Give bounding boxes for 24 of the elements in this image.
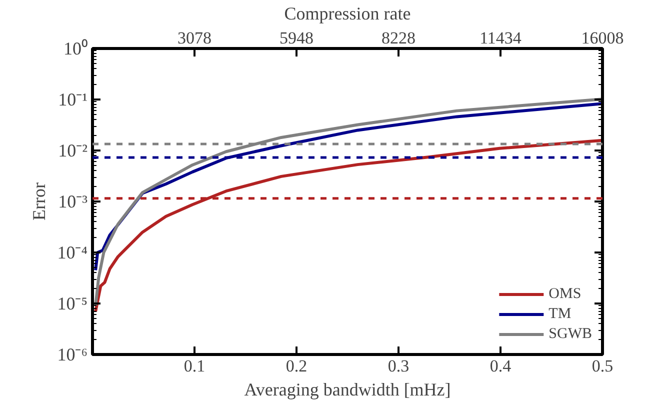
- y-tick-label: 10⁻⁵: [57, 294, 88, 314]
- text: 3078: [178, 28, 212, 48]
- y-tick-label: 10⁰: [64, 38, 88, 58]
- y-tick-label: 10⁻²: [58, 140, 88, 160]
- x-axis-title: Averaging bandwidth [mHz]: [244, 380, 451, 400]
- legend-label: TM: [548, 306, 572, 322]
- legend-label: SGWB: [548, 326, 592, 342]
- x-tick-label: 0.2: [286, 356, 308, 376]
- text: 11434: [480, 28, 522, 48]
- x-tick-label: 0.3: [388, 356, 410, 376]
- text: 16008: [581, 28, 624, 48]
- y-tick-label: 10⁻⁶: [57, 344, 88, 364]
- legend-label: OMS: [548, 286, 582, 302]
- x2-axis-title: Compression rate: [284, 4, 411, 24]
- x-tick-label: 0.5: [592, 356, 614, 376]
- y-tick-label: 10⁻³: [58, 192, 88, 212]
- x-tick-label: 0.4: [490, 356, 512, 376]
- y-tick-label: 10⁻¹: [58, 90, 88, 110]
- y-tick-label: 10⁻⁴: [57, 242, 88, 262]
- text: 5948: [280, 28, 314, 48]
- y-axis-title: Error: [29, 182, 50, 220]
- line-series: [94, 98, 602, 308]
- text: 8228: [382, 28, 416, 48]
- x-tick-label: 0.1: [184, 356, 206, 376]
